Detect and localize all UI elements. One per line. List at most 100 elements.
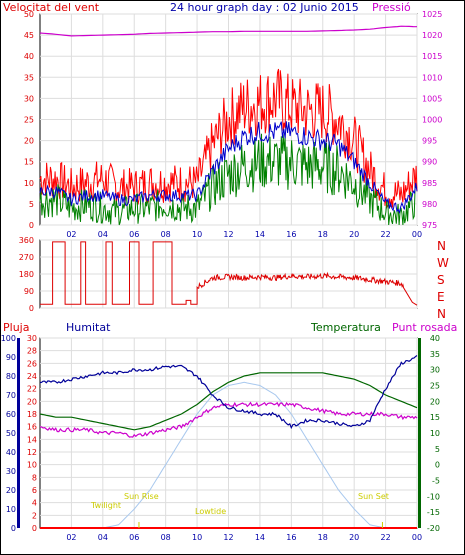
humidity-tick-label: 100 [1, 334, 16, 343]
rain-tick-label: 6 [32, 486, 37, 495]
rain-label: Pluja [3, 321, 29, 334]
temperature-tick-label: 0 [435, 461, 440, 470]
x-tick-label: 08 [161, 533, 171, 542]
x-tick-label: 16 [286, 533, 296, 542]
pressure-tick-label: 1015 [422, 52, 442, 61]
wind-gust-line [39, 68, 418, 209]
pressure-line [39, 25, 418, 37]
x-tick-label: 12 [223, 230, 233, 239]
rain-tick-label: 0 [32, 524, 37, 533]
humidity-tick-label: 40 [6, 448, 16, 457]
direction-tick-label: 270 [19, 253, 34, 262]
pressure-tick-label: 1010 [422, 73, 442, 82]
x-tick-label: 00 [412, 533, 422, 542]
pressure-tick-label: 990 [422, 158, 437, 167]
x-tick-label: 12 [223, 533, 233, 542]
wind-speed-tick-label: 10 [24, 179, 34, 188]
temperature-tick-label: 10 [430, 429, 440, 438]
compass-w: W [437, 256, 449, 270]
wind-speed-tick-label: 5 [29, 200, 34, 209]
rain-tick-label: 10 [27, 461, 37, 470]
rain-tick-label: 26 [27, 359, 37, 368]
x-tick-label: 00 [412, 230, 422, 239]
temperature-tick-label: -20 [427, 524, 440, 533]
pressure-tick-label: 1020 [422, 31, 442, 40]
humidity-tick-label: 20 [6, 486, 16, 495]
temperature-line [39, 372, 418, 431]
rain-tick-label: 8 [32, 473, 37, 482]
sunrise-label: Sun Rise [124, 492, 159, 501]
direction-tick-label: 360 [19, 236, 34, 245]
humidity-tick-label: 10 [6, 505, 16, 514]
rain-tick-label: 16 [27, 423, 37, 432]
rain-tick-label: 24 [27, 372, 37, 381]
temperature-tick-label: 15 [430, 413, 440, 422]
x-tick-label: 22 [380, 230, 390, 239]
x-tick-label: 14 [255, 230, 265, 239]
x-tick-label: 16 [286, 230, 296, 239]
pressure-tick-label: 1005 [422, 94, 442, 103]
series-layer [39, 25, 418, 529]
pressure-tick-label: 995 [422, 137, 437, 146]
humidity-tick-label: 0 [11, 524, 16, 533]
compass-n-top: N [437, 239, 446, 253]
x-tick-label: 18 [318, 230, 328, 239]
humidity-tick-label: 70 [6, 391, 16, 400]
graph-title: 24 hour graph day : 02 Junio 2015 [170, 1, 359, 14]
x-tick-label: 18 [318, 533, 328, 542]
temperature-tick-label: 20 [430, 397, 440, 406]
temperature-axis-bar [418, 338, 421, 528]
x-tick-label: 04 [98, 230, 108, 239]
x-tick-label: 08 [161, 230, 171, 239]
dewpoint-label: Punt rosada [392, 321, 457, 334]
x-tick-label: 14 [255, 533, 265, 542]
compass-n-bottom: N [437, 307, 446, 321]
wind-speed-tick-label: 40 [24, 52, 34, 61]
x-tick-label: 20 [349, 230, 359, 239]
x-tick-label: 22 [380, 533, 390, 542]
humidity-tick-label: 80 [6, 372, 16, 381]
temperature-tick-label: -5 [432, 477, 440, 486]
x-tick-label: 06 [129, 533, 139, 542]
humidity-tick-label: 50 [6, 429, 16, 438]
humidity-tick-label: 30 [6, 467, 16, 476]
pressure-tick-label: 980 [422, 200, 437, 209]
wind-speed-tick-label: 20 [24, 137, 34, 146]
wind-speed-tick-label: 45 [24, 31, 34, 40]
wind-min-line [39, 133, 418, 226]
wind-avg-line [39, 121, 418, 214]
rain-tick-label: 22 [27, 385, 37, 394]
x-tick-label: 06 [129, 230, 139, 239]
temperature-tick-label: 30 [430, 366, 440, 375]
x-tick-label: 02 [66, 533, 76, 542]
compass-e: E [437, 290, 445, 304]
rain-tick-label: 4 [32, 499, 37, 508]
temperature-tick-label: 5 [435, 445, 440, 454]
x-tick-label: 10 [192, 533, 202, 542]
lowtide-label: Lowtide [195, 507, 226, 516]
wind-speed-tick-label: 30 [24, 94, 34, 103]
pressure-tick-label: 1000 [422, 116, 442, 125]
wind-speed-tick-label: 50 [24, 10, 34, 19]
x-tick-label: 04 [98, 533, 108, 542]
temperature-tick-label: 25 [430, 382, 440, 391]
wind-speed-tick-label: 25 [24, 116, 34, 125]
pressure-tick-label: 975 [422, 221, 437, 230]
wind-speed-label: Velocitat del vent [3, 1, 100, 14]
rain-tick-label: 14 [27, 435, 37, 444]
rain-tick-label: 30 [27, 334, 37, 343]
temperature-tick-label: 40 [430, 334, 440, 343]
x-tick-label: 02 [66, 230, 76, 239]
dewpoint-line [39, 401, 418, 438]
humidity-tick-label: 90 [6, 353, 16, 362]
humidity-line [39, 355, 418, 430]
rain-tick-label: 28 [27, 347, 37, 356]
temperature-tick-label: -10 [427, 492, 440, 501]
temperature-label: Temperatura [310, 321, 381, 334]
humidity-tick-label: 60 [6, 410, 16, 419]
pressure-label: Pressió [372, 1, 411, 14]
humidity-axis-bar [17, 338, 20, 528]
